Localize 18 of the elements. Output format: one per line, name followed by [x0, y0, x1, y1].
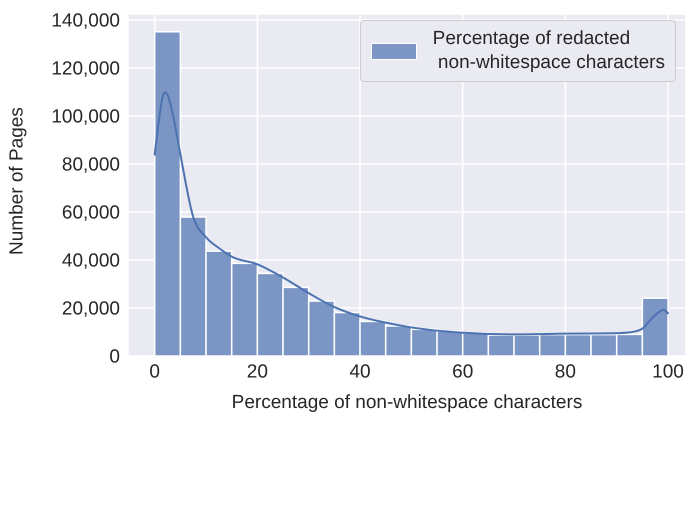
y-tick-label: 40,000: [62, 250, 120, 272]
line-series: [154, 91, 670, 336]
x-tick-label: 20: [246, 361, 268, 382]
y-tick-label: 0: [109, 346, 120, 368]
y-tick-label: 20,000: [62, 298, 120, 320]
y-tick-label: 80,000: [62, 154, 120, 176]
x-tick-label: 0: [149, 361, 160, 382]
x-tick-label: 100: [652, 361, 684, 382]
y-tick-label: 120,000: [51, 58, 120, 80]
x-tick-label: 80: [554, 361, 576, 382]
y-tick-label: 60,000: [62, 202, 120, 224]
x-tick-label: 40: [349, 361, 371, 382]
y-tick-label: 140,000: [51, 10, 120, 32]
legend-label: Percentage of redacted non-whitespace characters: [432, 27, 665, 75]
x-axis-title: Percentage of non-whitespace characters: [232, 392, 582, 413]
y-axis-title: Number of Pages: [6, 107, 28, 255]
x-tick-label: 60: [452, 361, 474, 382]
y-tick-label: 100,000: [51, 106, 120, 128]
